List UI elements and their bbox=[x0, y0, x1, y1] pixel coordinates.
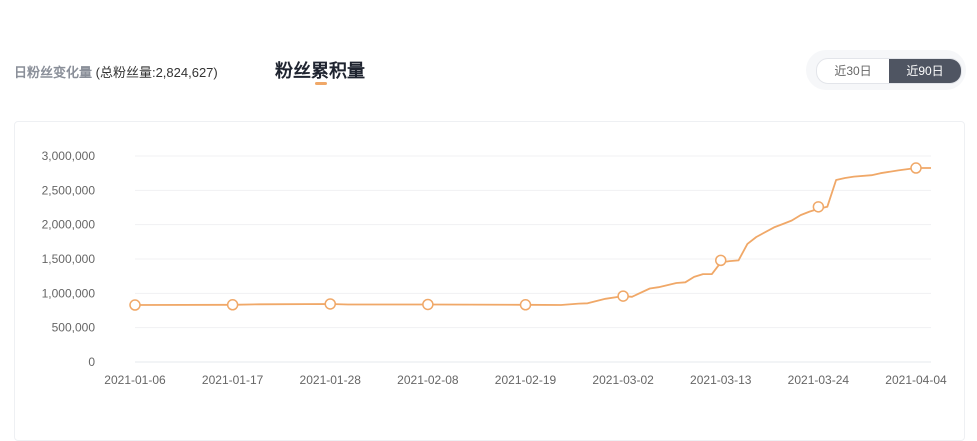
y-tick-label: 500,000 bbox=[52, 321, 96, 335]
range-segment-group: 近30日 近90日 bbox=[816, 58, 962, 84]
data-point-marker bbox=[226, 299, 239, 311]
tab-follower-accumulation[interactable]: 粉丝累积量 bbox=[275, 57, 365, 85]
y-tick-label: 1,500,000 bbox=[42, 252, 96, 266]
data-point-marker bbox=[324, 298, 336, 310]
series-line bbox=[134, 167, 931, 306]
y-tick-label: 1,000,000 bbox=[42, 286, 96, 300]
x-tick-label: 2021-03-24 bbox=[788, 373, 850, 387]
y-tick-label: 3,000,000 bbox=[42, 149, 96, 163]
x-tick-label: 2021-04-04 bbox=[885, 373, 947, 387]
daily-change-label[interactable]: 日粉丝变化量 bbox=[14, 65, 93, 80]
chart-card: 0 500,000 1,000,000 1,500,000 2,000,000 2,500… bbox=[14, 121, 965, 441]
x-tick-label: 2021-01-17 bbox=[202, 373, 264, 387]
daily-change-header: 日粉丝变化量 (总粉丝量:2,824,627) bbox=[14, 62, 218, 81]
follower-accumulation-chart: 0 500,000 1,000,000 1,500,000 2,000,000 2,500… bbox=[42, 149, 947, 387]
data-point-marker bbox=[910, 162, 922, 174]
data-point-marker bbox=[812, 201, 825, 213]
range-toggle: 近30日 近90日 bbox=[806, 50, 966, 90]
data-point-marker bbox=[422, 298, 434, 311]
total-followers-text: (总粉丝量:2,824,627) bbox=[95, 65, 218, 80]
data-point-marker bbox=[617, 290, 629, 302]
data-point-marker bbox=[519, 299, 532, 311]
x-tick-label: 2021-03-02 bbox=[592, 373, 654, 387]
y-tick-label: 2,500,000 bbox=[42, 183, 96, 197]
range-30-days-button[interactable]: 近30日 bbox=[834, 64, 872, 78]
active-tab-indicator bbox=[315, 82, 327, 85]
x-tick-label: 2021-01-28 bbox=[300, 373, 362, 387]
x-tick-label: 2021-01-06 bbox=[104, 373, 166, 387]
y-tick-label: 2,000,000 bbox=[42, 218, 96, 232]
y-tick-label: 0 bbox=[88, 355, 95, 369]
x-tick-label: 2021-03-13 bbox=[690, 373, 752, 387]
range-90-days-button[interactable]: 近90日 bbox=[889, 59, 961, 83]
x-tick-label: 2021-02-19 bbox=[495, 373, 557, 387]
x-tick-label: 2021-02-08 bbox=[397, 373, 459, 387]
data-point-marker bbox=[715, 254, 727, 267]
data-point-marker bbox=[129, 299, 141, 311]
tab-label: 粉丝累积量 bbox=[275, 61, 365, 81]
